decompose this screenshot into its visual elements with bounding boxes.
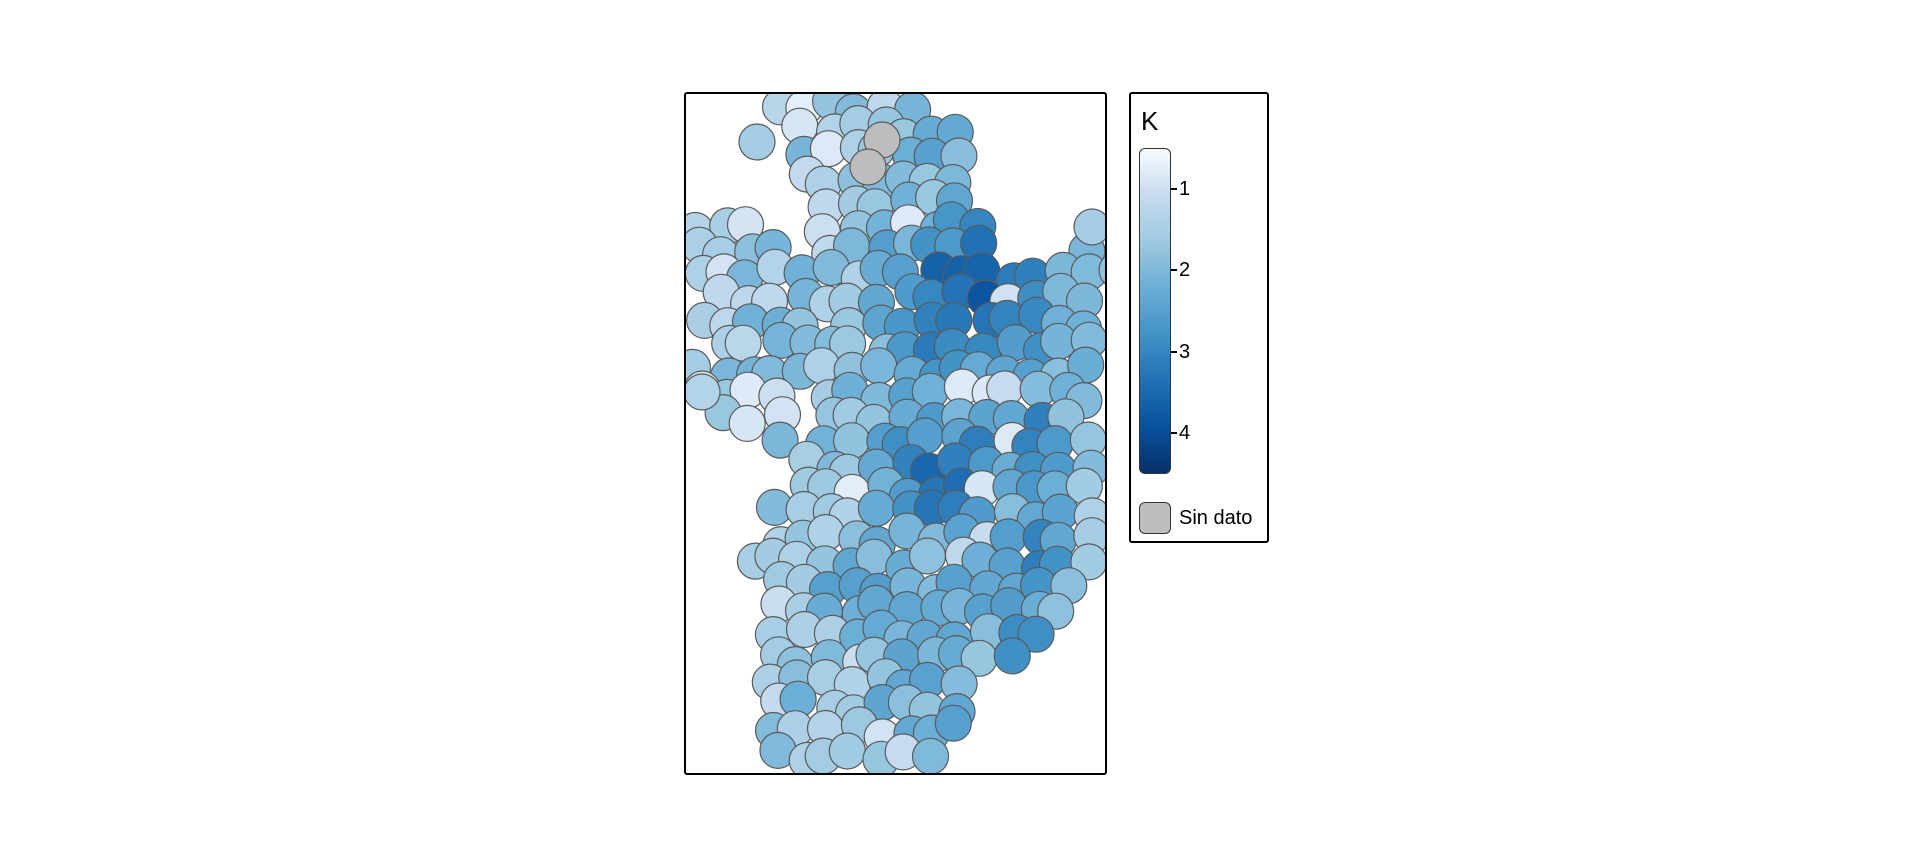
color-ramp (1139, 148, 1171, 474)
map-circle[interactable] (1073, 208, 1107, 246)
map-panel[interactable] (684, 92, 1107, 775)
map-circle[interactable] (738, 123, 776, 161)
map-canvas[interactable] (684, 92, 1107, 775)
map-circle[interactable] (1017, 615, 1055, 653)
map-circle[interactable] (724, 324, 762, 362)
legend-tick-mark (1171, 432, 1177, 435)
legend-tick-label: 1 (1179, 177, 1191, 200)
map-circle[interactable] (860, 347, 898, 385)
no-data-swatch (1139, 502, 1171, 534)
no-data-label: Sin dato (1179, 507, 1253, 529)
map-circle[interactable] (684, 373, 721, 411)
legend-title: K (1141, 106, 1159, 136)
map-circle[interactable] (911, 737, 950, 774)
map-circle[interactable] (993, 637, 1031, 675)
legend-tick-mark (1171, 187, 1177, 190)
map-circle[interactable] (857, 489, 895, 527)
legend-tick-label: 4 (1179, 422, 1191, 445)
legend-tick-label: 3 (1179, 340, 1191, 363)
map-circle[interactable] (908, 537, 947, 575)
map-circle[interactable] (849, 148, 887, 186)
map-circle[interactable] (761, 421, 799, 459)
legend: K 1 2 3 4 Sin dato (1129, 92, 1269, 543)
map-circle[interactable] (728, 404, 766, 442)
map-circle[interactable] (1098, 252, 1107, 288)
legend-tick-mark (1171, 269, 1177, 272)
legend-tick-mark (1171, 350, 1177, 353)
map-circle[interactable] (934, 704, 972, 742)
map-circle[interactable] (807, 513, 845, 552)
map-circle[interactable] (828, 732, 866, 770)
legend-tick-label: 2 (1179, 259, 1191, 282)
